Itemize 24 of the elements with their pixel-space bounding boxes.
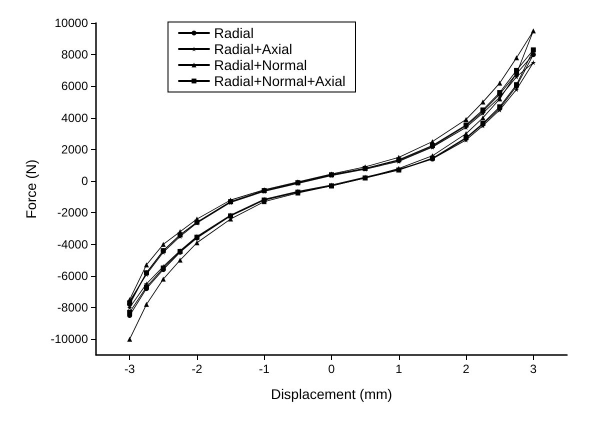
x-tick-label: 1 bbox=[395, 362, 402, 376]
x-tick-label: -3 bbox=[124, 362, 136, 376]
x-tick-label: 0 bbox=[328, 362, 336, 376]
legend-label: Radial+Normal bbox=[214, 57, 307, 73]
y-tick-label: -8000 bbox=[57, 300, 88, 315]
y-tick-label: 8000 bbox=[61, 48, 88, 62]
legend-label: Radial+Axial bbox=[214, 41, 292, 57]
y-tick-label: 0 bbox=[81, 174, 88, 188]
y-tick-label: 2000 bbox=[61, 142, 88, 156]
y-tick-label: 6000 bbox=[61, 79, 88, 94]
legend-label: Radial+Normal+Axial bbox=[214, 73, 346, 89]
x-tick-label: -2 bbox=[192, 362, 203, 376]
x-tick-label: -1 bbox=[258, 362, 270, 376]
y-tick-label: 4000 bbox=[61, 110, 88, 125]
y-tick-label: -6000 bbox=[57, 268, 88, 283]
y-tick-label: 10000 bbox=[54, 16, 88, 30]
x-tick-label: 2 bbox=[462, 362, 470, 376]
y-tick-label: -2000 bbox=[57, 206, 88, 220]
y-tick-label: -10000 bbox=[50, 332, 88, 346]
legend-label: Radial bbox=[214, 25, 254, 41]
x-axis-title: Displacement (mm) bbox=[270, 386, 392, 402]
y-tick-label: -4000 bbox=[57, 237, 88, 252]
x-tick-label: 3 bbox=[530, 362, 538, 376]
y-axis-title: Force (N) bbox=[23, 159, 39, 219]
